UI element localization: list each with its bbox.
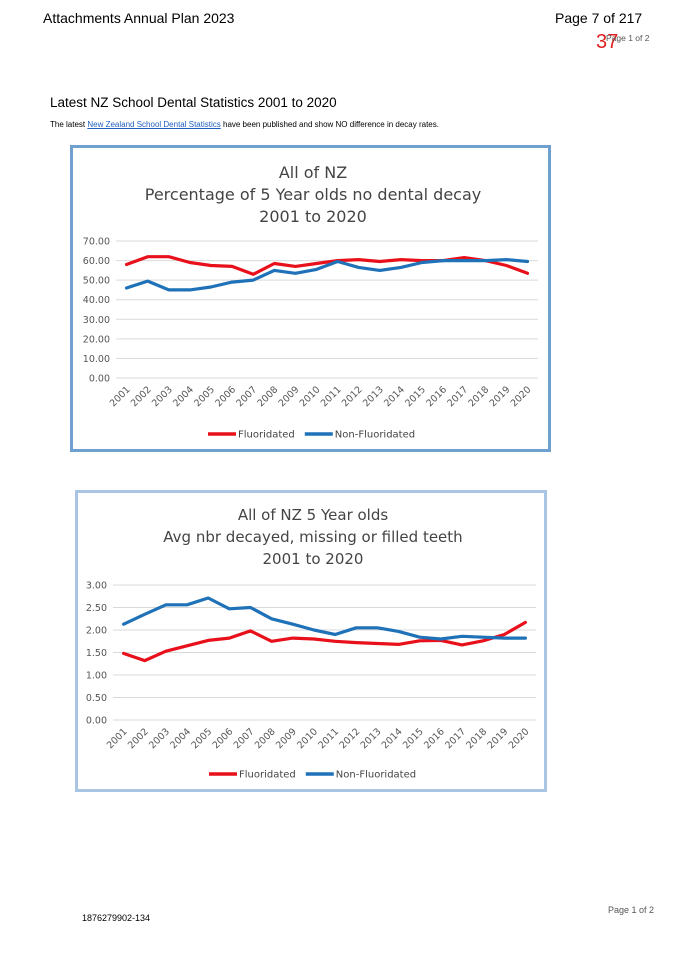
x-tick-label: 2010 (295, 726, 320, 751)
legend-label: Non-Fluoridated (335, 430, 415, 441)
chart-dmft-average: All of NZ 5 Year olds Avg nbr decayed, mi… (75, 490, 547, 792)
y-tick-label: 1.00 (86, 671, 107, 682)
y-tick-label: 70.00 (83, 237, 110, 248)
chart-title-line: 2001 to 2020 (263, 550, 364, 568)
x-tick-label: 2001 (108, 384, 133, 409)
chart-title-line: All of NZ 5 Year olds (238, 506, 389, 524)
chart-title-line: Percentage of 5 Year olds no dental deca… (145, 185, 481, 204)
y-tick-label: 0.00 (86, 716, 107, 727)
intro-text-after: have been published and show NO differen… (220, 120, 439, 129)
x-tick-label: 2019 (486, 726, 511, 751)
x-tick-label: 2017 (445, 384, 470, 409)
page-counter: Page 7 of 217 (555, 10, 643, 26)
y-tick-label: 30.00 (83, 315, 110, 326)
x-tick-label: 2015 (403, 384, 428, 409)
footer-page-number: Page 1 of 2 (608, 905, 655, 915)
legend-label: Fluoridated (238, 430, 295, 441)
y-tick-label: 0.50 (86, 693, 107, 704)
y-tick-label: 0.00 (89, 374, 110, 385)
x-tick-label: 2007 (234, 384, 259, 409)
x-tick-label: 2010 (298, 384, 323, 409)
y-tick-label: 3.00 (86, 581, 107, 592)
stamp-page-text: Page 1 of 2 (606, 33, 650, 43)
intro-text-before: The latest (50, 120, 88, 129)
x-tick-label: 2008 (253, 726, 278, 751)
x-tick-label: 2020 (509, 384, 534, 409)
x-tick-label: 2016 (424, 384, 449, 409)
section-heading: Latest NZ School Dental Statistics 2001 … (50, 95, 337, 110)
y-tick-label: 1.50 (86, 648, 107, 659)
x-tick-label: 2019 (488, 384, 513, 409)
series-line (121, 620, 527, 663)
x-tick-label: 2011 (316, 726, 341, 751)
x-tick-label: 2009 (277, 384, 302, 409)
x-tick-label: 2003 (147, 726, 172, 751)
x-tick-label: 2011 (319, 384, 344, 409)
y-tick-label: 2.00 (86, 626, 107, 637)
y-tick-label: 10.00 (83, 354, 110, 365)
x-tick-label: 2020 (507, 726, 532, 751)
x-tick-label: 2018 (466, 384, 491, 409)
chart-title-line: Avg nbr decayed, missing or filled teeth (163, 528, 462, 546)
y-tick-label: 20.00 (83, 334, 110, 345)
legend-label: Non-Fluoridated (336, 770, 416, 781)
x-tick-label: 2014 (382, 384, 407, 409)
x-tick-label: 2012 (337, 726, 362, 751)
x-tick-label: 2002 (129, 384, 154, 409)
series-line (124, 257, 530, 292)
x-tick-label: 2006 (211, 726, 236, 751)
stamp-number: 37 (596, 31, 619, 53)
x-tick-label: 2005 (189, 726, 214, 751)
chart-title-line: 2001 to 2020 (259, 207, 367, 226)
x-tick-label: 2001 (105, 726, 130, 751)
x-tick-label: 2016 (422, 726, 447, 751)
y-tick-label: 60.00 (83, 256, 110, 267)
x-tick-label: 2005 (192, 384, 217, 409)
document-header-title: Attachments Annual Plan 2023 (43, 10, 235, 26)
x-tick-label: 2006 (213, 384, 238, 409)
x-tick-label: 2002 (126, 726, 151, 751)
x-tick-label: 2018 (464, 726, 489, 751)
x-tick-label: 2013 (361, 384, 386, 409)
chart-svg-1: All of NZ Percentage of 5 Year olds no de… (83, 163, 538, 441)
x-tick-label: 2012 (340, 384, 365, 409)
x-tick-label: 2004 (171, 384, 196, 409)
x-tick-label: 2009 (274, 726, 299, 751)
x-tick-label: 2008 (255, 384, 280, 409)
document-id: 1876279902-134 (82, 913, 151, 923)
x-tick-label: 2004 (168, 726, 193, 751)
x-tick-label: 2017 (443, 726, 468, 751)
statistics-link[interactable]: New Zealand School Dental Statistics (87, 120, 221, 129)
x-tick-label: 2003 (150, 384, 175, 409)
legend-label: Fluoridated (239, 770, 296, 781)
series-line (124, 255, 530, 276)
x-tick-label: 2015 (401, 726, 426, 751)
x-tick-label: 2007 (232, 726, 257, 751)
x-tick-label: 2013 (359, 726, 384, 751)
intro-paragraph: The latest New Zealand School Dental Sta… (50, 120, 439, 129)
chart-svg-2: All of NZ 5 Year olds Avg nbr decayed, mi… (86, 506, 536, 781)
chart-title-line: All of NZ (279, 163, 347, 182)
series-line (121, 596, 527, 641)
y-tick-label: 50.00 (83, 276, 110, 287)
y-tick-label: 40.00 (83, 295, 110, 306)
x-tick-label: 2014 (380, 726, 405, 751)
chart-no-decay-percentage: All of NZ Percentage of 5 Year olds no de… (70, 145, 551, 452)
y-tick-label: 2.50 (86, 603, 107, 614)
